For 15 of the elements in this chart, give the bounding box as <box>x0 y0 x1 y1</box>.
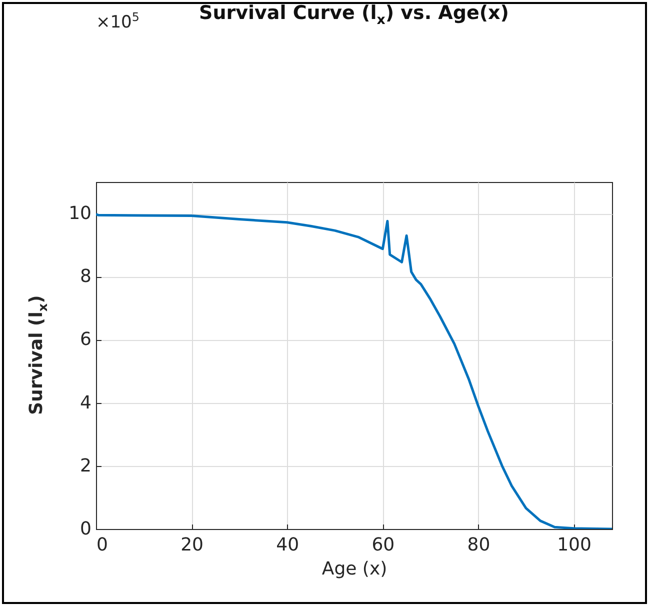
x-tick-label: 60 <box>372 534 395 556</box>
y-tick-label: 4 <box>80 392 92 414</box>
x-tick-label: 80 <box>467 534 490 556</box>
y-tick-label: 10 <box>68 203 92 224</box>
chart-title: Survival Curve (l$_{x}$) vs. Age(x) <box>199 2 509 28</box>
x-axis-title: Age (x) <box>322 558 388 580</box>
y-tick-label: 0 <box>80 518 92 540</box>
x-tick-label: 100 <box>557 534 592 556</box>
text: ×10$^{5}$ <box>96 10 140 33</box>
x-tick-label: 0 <box>96 534 108 556</box>
x-tick-label: 20 <box>180 534 204 556</box>
x-tick-label: 40 <box>276 534 300 556</box>
y-tick-label: 2 <box>80 455 92 476</box>
y-tick-label: 8 <box>80 266 92 288</box>
y-tick-label: 6 <box>80 329 92 350</box>
